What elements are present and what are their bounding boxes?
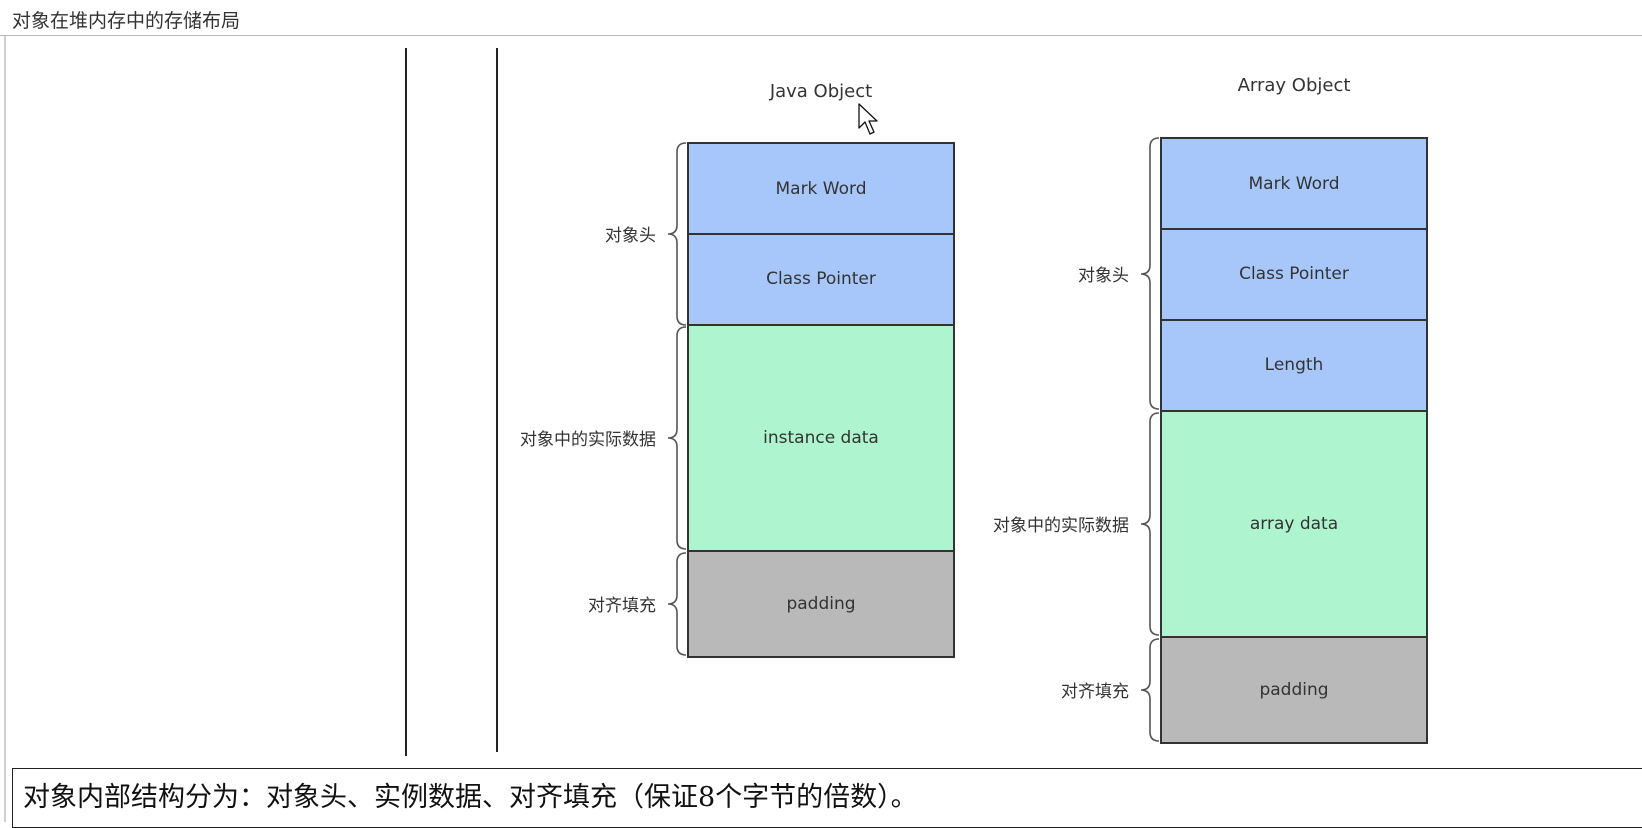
- java-padding-block: [687, 550, 955, 658]
- java-mark-word-label: Mark Word: [775, 179, 866, 199]
- array-class-pointer-label: Class Pointer: [1239, 264, 1349, 284]
- array-object-title: Array Object: [1238, 75, 1351, 96]
- java-padding-brace: [667, 552, 687, 656]
- java-data-brace: [667, 326, 687, 550]
- java-class-pointer-label: Class Pointer: [766, 269, 876, 289]
- java-instance-data-block: [687, 324, 955, 552]
- java-header-brace: [667, 142, 687, 326]
- array-padding-label: padding: [1259, 680, 1328, 700]
- array-header-brace: [1140, 137, 1160, 410]
- java-instance-data-label: instance data: [763, 428, 879, 448]
- array-data-brace: [1140, 412, 1160, 636]
- array-padding-block: [1160, 636, 1428, 744]
- array-header-brace-label: 对象头: [1078, 266, 1129, 286]
- java-padding-label: padding: [786, 594, 855, 614]
- array-mark-word-label: Mark Word: [1248, 174, 1339, 194]
- java-class-pointer-block: [687, 233, 955, 326]
- array-padding-brace-label: 对齐填充: [1061, 682, 1129, 702]
- caption-text: 对象内部结构分为：对象头、实例数据、对齐填充（保证8个字节的倍数）。: [23, 782, 918, 813]
- java-header-brace-label: 对象头: [605, 226, 656, 246]
- array-data-block: [1160, 410, 1428, 638]
- memory-layout-diagram: Java Object Mark Word Class Pointer inst…: [520, 75, 1428, 744]
- array-length-block: [1160, 319, 1428, 412]
- array-length-label: Length: [1265, 355, 1324, 375]
- array-mark-word-block: [1160, 137, 1428, 230]
- caption-box: 对象内部结构分为：对象头、实例数据、对齐填充（保证8个字节的倍数）。: [12, 768, 1642, 828]
- title-bar: 对象在堆内存中的存储布局: [0, 0, 1642, 36]
- java-object-diagram: Java Object Mark Word Class Pointer inst…: [520, 81, 955, 658]
- array-padding-brace: [1140, 638, 1160, 742]
- window-title: 对象在堆内存中的存储布局: [12, 10, 241, 32]
- array-class-pointer-block: [1160, 228, 1428, 321]
- array-object-diagram: Array Object Mark Word Class Pointer Len…: [993, 75, 1428, 744]
- array-data-brace-label: 对象中的实际数据: [993, 516, 1129, 536]
- java-padding-brace-label: 对齐填充: [588, 596, 656, 616]
- array-data-label: array data: [1250, 514, 1338, 534]
- java-object-title: Java Object: [769, 81, 872, 102]
- divider-line-2: [496, 48, 498, 752]
- mouse-cursor-icon: [858, 103, 878, 135]
- frame-left-border: [4, 36, 6, 822]
- divider-line-1: [405, 48, 407, 756]
- java-data-brace-label: 对象中的实际数据: [520, 430, 656, 450]
